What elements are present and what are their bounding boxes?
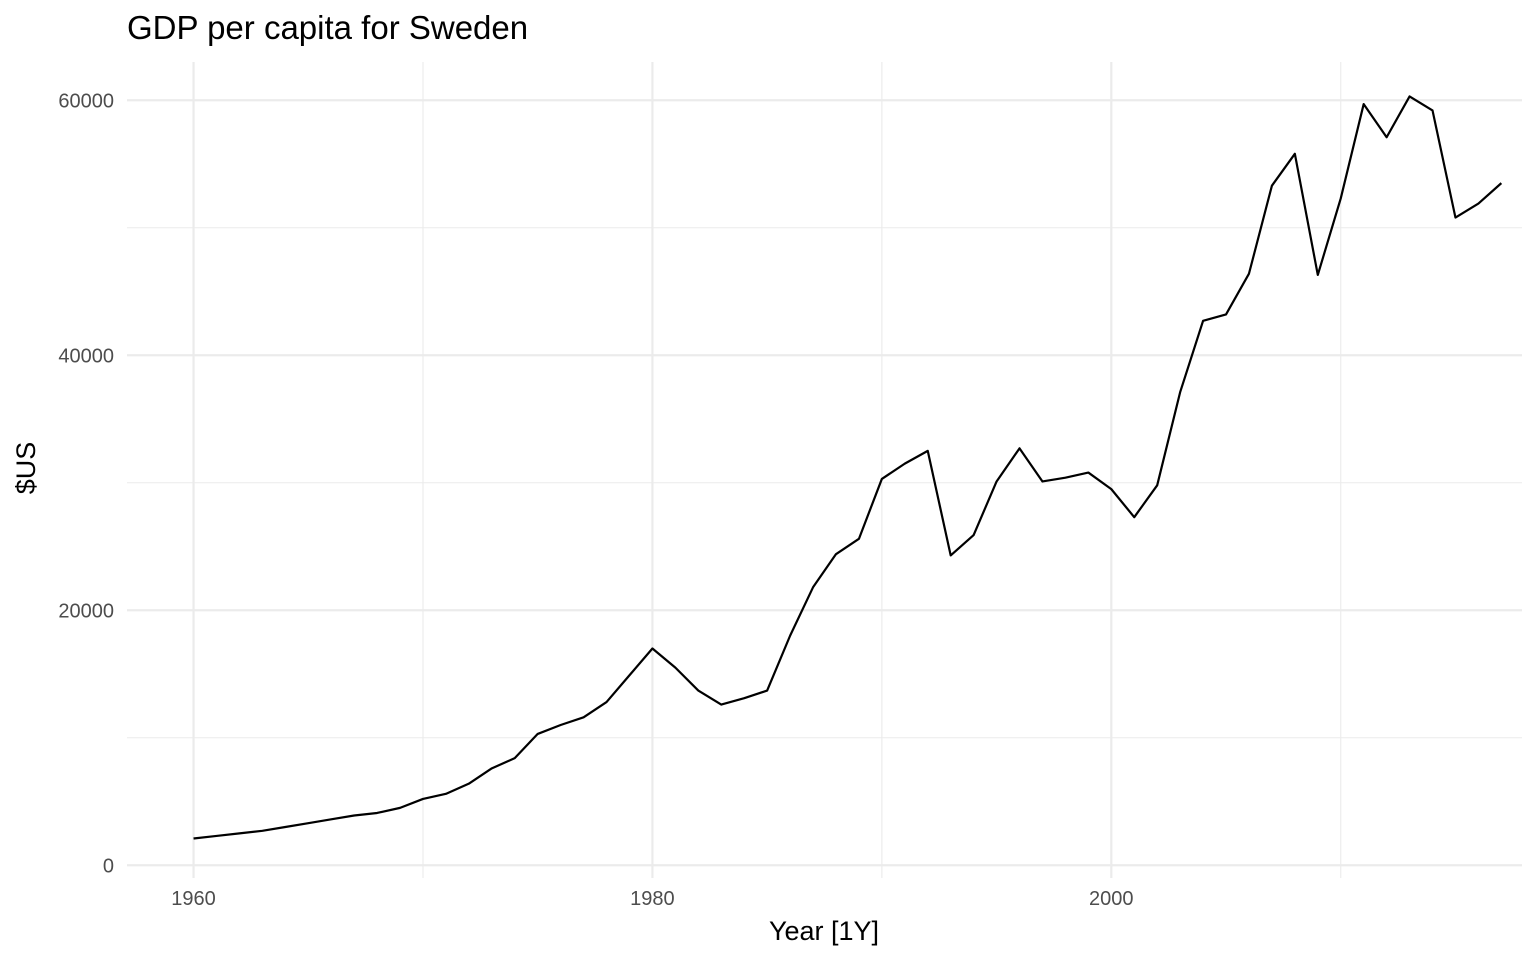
- x-tick-label: 1960: [171, 888, 216, 910]
- series-layer: [193, 95, 1503, 840]
- y-tick-label: 0: [103, 855, 114, 877]
- x-axis-tick-labels: 1960 1980 2000: [171, 888, 1133, 910]
- x-axis-title: Year [1Y]: [769, 916, 879, 946]
- y-axis-title: $US: [11, 442, 41, 495]
- chart-title: GDP per capita for Sweden: [127, 9, 528, 46]
- y-tick-label: 40000: [58, 345, 114, 367]
- y-tick-label: 20000: [58, 600, 114, 622]
- x-tick-label: 1980: [630, 888, 675, 910]
- y-tick-label: 60000: [58, 90, 114, 112]
- major-gridlines: [127, 62, 1522, 878]
- series-line: [193, 95, 1503, 840]
- x-tick-label: 2000: [1089, 888, 1134, 910]
- y-axis-tick-labels: 0 20000 40000 60000: [58, 90, 114, 877]
